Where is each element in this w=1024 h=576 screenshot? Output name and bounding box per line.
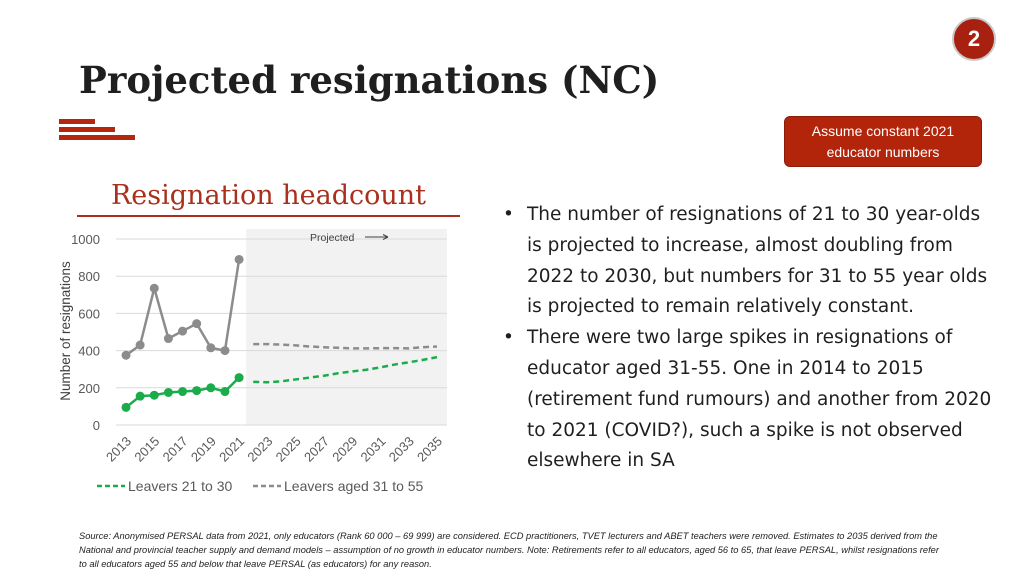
leavers-31-55-point [121,350,131,360]
y-tick-label: 200 [78,381,100,396]
x-tick-label: 2015 [131,434,162,465]
chart-heading-underline [77,215,460,217]
leavers-21-30-point [149,390,159,400]
y-axis-label: Number of resignations [58,261,73,401]
leavers-21-30-point [206,383,216,393]
leavers-21-30-point [163,387,173,397]
projected-arrow-head [382,234,389,240]
x-tick-label: 2029 [329,434,360,465]
leavers-21-30-point [234,373,244,383]
resignations-line-chart: 0 200 400 600 800 1000 Number of resignations 2… [58,229,447,494]
source-note: Source: Anonymised PERSAL data from 2021… [79,531,939,569]
leavers-31-55-point [163,334,173,344]
y-tick-label: 800 [78,269,100,284]
leavers-31-55-point [220,346,230,356]
leavers-21-30-legend-label: Leavers 21 to 30 [128,478,233,494]
projected-region-shade [246,229,447,425]
leavers-31-55-point [234,254,244,264]
leavers-31-55-actual-line [125,259,241,357]
title-accent-bars [59,119,139,143]
bullet-item-1: • The number of resignations of 21 to 30… [500,200,1000,323]
bullet-list: • The number of resignations of 21 to 30… [500,200,1000,477]
x-tick-label: 2013 [103,434,134,465]
projected-annotation: Projected [310,232,355,244]
x-tick-label: 2021 [216,434,247,465]
leavers-31-55-legend-label: Leavers aged 31 to 55 [284,478,424,494]
leavers-21-30-projected-line [253,355,438,384]
x-tick-label: 2017 [160,434,191,465]
leavers-31-55-point [135,340,145,350]
bullet-item-2: • There were two large spikes in resigna… [500,323,1000,477]
leavers-21-30-point [220,387,230,397]
page-title: Projected resignations (NC) [79,58,660,102]
assumption-callout-line2: educator numbers [826,143,940,160]
x-tick-label: 2027 [301,434,332,465]
x-tick-label: 2033 [386,434,417,465]
accent-bar-short [59,119,95,124]
chart-heading: Resignation headcount [110,180,427,211]
leavers-21-30-point [121,402,131,412]
bullet-dot: • [503,327,514,349]
leavers-21-30-point [178,387,188,397]
bullet-text-2: There were two large spikes in resignati… [527,327,992,472]
x-tick-label: 2031 [358,434,389,465]
y-tick-label: 1000 [71,232,100,247]
leavers-21-30-point [135,391,145,401]
y-tick-label: 600 [78,306,100,321]
leavers-31-55-point [149,283,159,293]
page-number-badge: 2 [952,17,996,61]
x-tick-label: 2023 [244,434,275,465]
assumption-callout-line1: Assume constant 2021 [811,122,955,139]
bullet-dot: • [503,204,514,225]
x-tick-label: 2019 [188,434,219,465]
accent-bar-medium [59,127,115,132]
bullet-text-1: The number of resignations of 21 to 30 y… [527,204,988,318]
x-tick-label: 2035 [414,434,445,465]
x-tick-label: 2025 [273,434,304,465]
y-tick-label: 400 [78,344,100,359]
leavers-31-55-point [178,326,188,336]
y-tick-label: 0 [93,418,100,433]
assumption-callout: Assume constant 2021 educator numbers [784,116,982,167]
leavers-31-55-projected-line [253,342,438,350]
leavers-31-55-point [206,343,216,353]
leavers-21-30-point [192,386,202,396]
leavers-31-55-point [192,319,202,329]
accent-bar-long [59,135,135,140]
